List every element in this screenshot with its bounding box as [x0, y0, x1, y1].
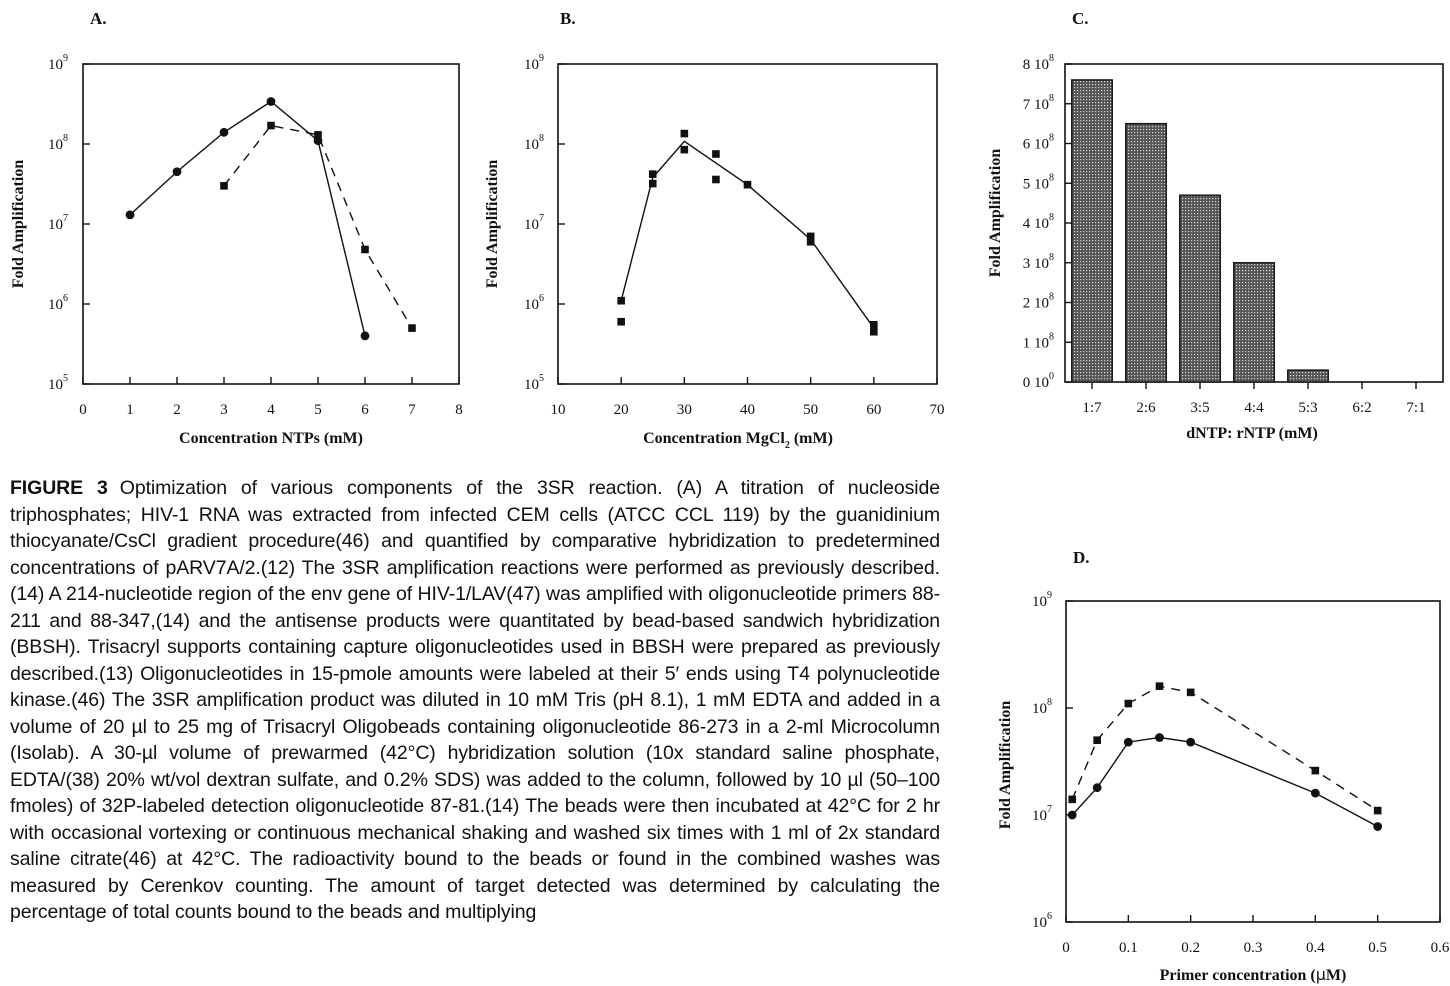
chart-d-panel-label: D. [1073, 548, 1090, 567]
chart-d-y-tick-label-3: 106 [1032, 911, 1052, 931]
chart-d-y-axis-title: Fold Amplification [997, 701, 1014, 830]
chart-d-y-tick-label-0: 109 [1032, 590, 1052, 610]
chart-d-x-tick-label-3: 0.3 [1244, 940, 1263, 956]
chart-d-series-1-point-5 [1311, 789, 1320, 798]
chart-d-series-2-point-5 [1312, 767, 1320, 775]
chart-d-y-tick-label-2: 107 [1032, 804, 1052, 824]
chart-d-x-tick-label-1: 0.1 [1119, 940, 1138, 956]
chart-d-series-1-point-3 [1155, 733, 1164, 742]
chart-d-series-2-point-1 [1093, 736, 1101, 744]
chart-d-series-1-point-1 [1093, 783, 1102, 792]
chart-d-series-2-line [1072, 686, 1377, 810]
chart-d-x-tick-label-4: 0.4 [1306, 940, 1325, 956]
chart-d-y-tick-label-1: 108 [1032, 697, 1052, 717]
chart-d-x-tick-label-6: 0.6 [1431, 940, 1450, 956]
chart-d-x-tick-label-0: 0 [1062, 940, 1070, 956]
chart-d-x-axis-title: Primer concentration (µM) [1160, 965, 1347, 984]
chart-d-series-1-point-4 [1186, 738, 1195, 747]
chart-d-series-1-point-2 [1124, 738, 1133, 747]
chart-d-series-2-point-6 [1374, 807, 1382, 815]
figure-label: FIGURE 3 [10, 477, 108, 499]
chart-d-series-1-point-0 [1068, 811, 1077, 820]
figure-caption-text: Optimization of various components of th… [10, 477, 940, 923]
chart-d-series-1-point-6 [1373, 822, 1382, 831]
chart-d-series-1-line [1072, 738, 1377, 827]
chart-d-series-2-point-3 [1156, 682, 1164, 690]
chart-d-series-2-point-4 [1187, 689, 1195, 697]
figure-caption: FIGURE 3 Optimization of various componen… [10, 475, 940, 926]
chart-d-series-2-point-2 [1125, 700, 1133, 708]
chart-d-x-tick-label-5: 0.5 [1368, 940, 1387, 956]
chart-d-series-2-point-0 [1068, 796, 1076, 804]
chart-d-x-tick-label-2: 0.2 [1181, 940, 1200, 956]
chart-d-plot-frame [1066, 601, 1440, 922]
